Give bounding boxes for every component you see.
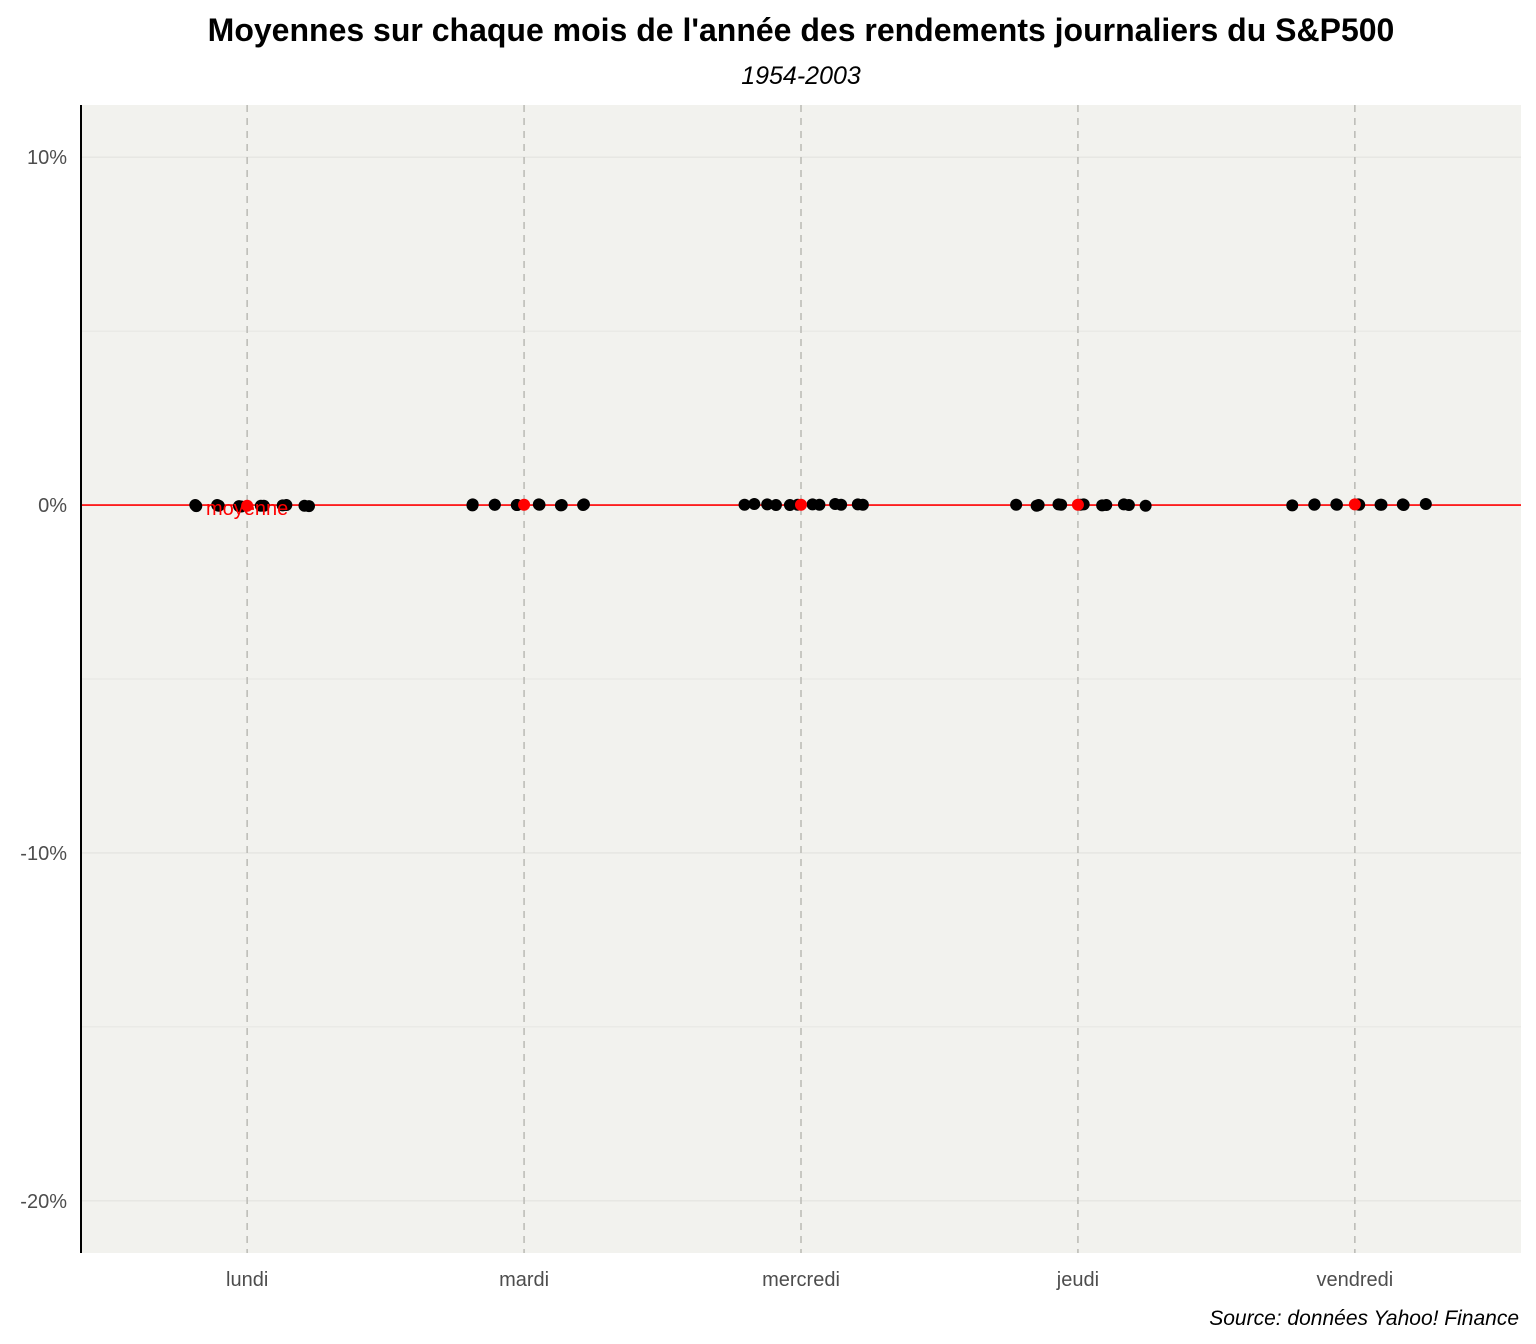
mean-annotation: moyenne bbox=[206, 498, 288, 520]
data-point bbox=[813, 498, 826, 511]
data-point bbox=[280, 499, 293, 512]
data-point bbox=[554, 499, 567, 512]
data-point bbox=[577, 499, 590, 512]
data-point bbox=[257, 499, 270, 512]
data-point bbox=[532, 498, 545, 511]
data-point bbox=[1374, 498, 1387, 511]
data-point bbox=[212, 499, 225, 512]
x-gridlines bbox=[246, 105, 1356, 1253]
mean-point bbox=[241, 499, 254, 512]
data-point bbox=[769, 499, 782, 512]
x-tick-label: mercredi bbox=[762, 1269, 840, 1291]
data-point bbox=[1419, 498, 1432, 511]
y-tick-label: 10% bbox=[27, 147, 67, 169]
y-tick-label: 0% bbox=[38, 495, 67, 517]
data-point bbox=[1286, 499, 1299, 512]
mean-point bbox=[518, 498, 531, 511]
data-point bbox=[488, 498, 501, 511]
data-point bbox=[1055, 498, 1068, 511]
y-tick-label: -20% bbox=[20, 1191, 67, 1213]
data-point bbox=[1139, 499, 1152, 512]
x-tick-label: jeudi bbox=[1056, 1269, 1099, 1291]
data-point bbox=[748, 498, 761, 511]
data-point bbox=[1308, 498, 1321, 511]
data-point bbox=[738, 498, 751, 511]
data-point bbox=[190, 500, 203, 513]
x-tick-label: lundi bbox=[226, 1269, 268, 1291]
data-point bbox=[761, 498, 774, 511]
x-tick-label: vendredi bbox=[1316, 1269, 1393, 1291]
chart-title: Moyennes sur chaque mois de l'année des … bbox=[208, 12, 1395, 48]
data-point bbox=[1032, 499, 1045, 512]
data-points bbox=[189, 498, 1432, 513]
data-point bbox=[466, 498, 479, 511]
data-point bbox=[1396, 498, 1409, 511]
data-point bbox=[1330, 498, 1343, 511]
y-tick-labels: 10% 0% -10% -20% bbox=[20, 147, 67, 1213]
mean-point bbox=[1348, 498, 1361, 511]
mean-point bbox=[1071, 498, 1084, 511]
chart-caption: Source: données Yahoo! Finance bbox=[1209, 1307, 1519, 1330]
mean-point bbox=[795, 498, 807, 511]
data-point bbox=[835, 498, 848, 511]
data-point bbox=[856, 498, 869, 511]
x-tick-labels: lundi mardi mercredi jeudi vendredi bbox=[226, 1269, 1393, 1291]
data-point bbox=[1100, 499, 1113, 512]
y-tick-label: -10% bbox=[20, 843, 67, 865]
x-tick-label: mardi bbox=[499, 1269, 549, 1291]
data-point bbox=[302, 500, 315, 513]
data-point bbox=[1122, 499, 1135, 512]
data-point bbox=[1010, 498, 1023, 511]
chart-subtitle: 1954-2003 bbox=[741, 62, 861, 90]
